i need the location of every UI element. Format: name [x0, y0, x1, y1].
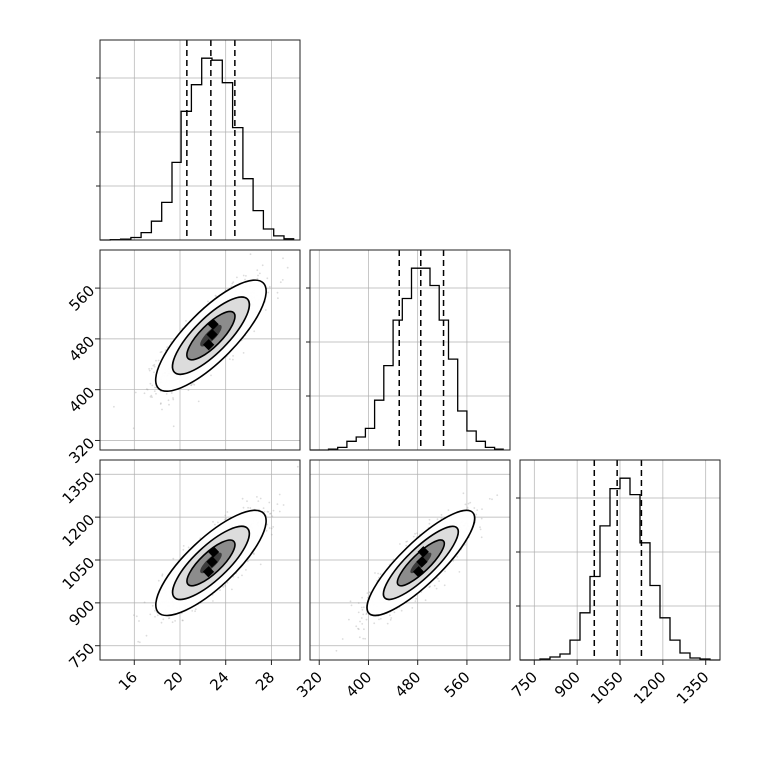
- histogram-step-2: [520, 477, 720, 661]
- y-tick-label: 750: [65, 639, 98, 672]
- y-tick-label: 1050: [59, 554, 99, 594]
- density-peak-cell: [412, 566, 425, 578]
- density-peak-cell: [203, 339, 215, 351]
- density-peak-cell: [417, 546, 429, 558]
- y-tick-label: 1350: [59, 468, 99, 508]
- x-tick-label: 560: [441, 668, 474, 701]
- x-tick-label: 400: [342, 668, 375, 701]
- y-tick-label: 560: [65, 282, 98, 315]
- y-tick-label: 320: [65, 434, 98, 467]
- x-tick-label: 1200: [630, 668, 670, 708]
- density-peak-cell: [206, 556, 218, 568]
- density-peak-cell: [206, 328, 218, 341]
- x-tick-label: 1350: [673, 668, 713, 708]
- scatter-frame-21: [309, 459, 511, 661]
- scatter-frame-10: [99, 249, 301, 451]
- density-peak-cell: [207, 546, 220, 558]
- hist-frame-0: [99, 39, 301, 241]
- x-tick-label: 320: [293, 668, 326, 701]
- y-tick-label: 900: [65, 596, 98, 629]
- x-tick-label: 20: [161, 668, 187, 694]
- x-tick-label: 480: [392, 668, 425, 701]
- x-tick-label: 900: [551, 668, 584, 701]
- hist-grid-0: [100, 40, 300, 240]
- x-tick-label: 28: [252, 668, 278, 694]
- scatter-panel-10: [113, 253, 289, 430]
- x-tick-label: 1050: [587, 668, 627, 708]
- x-tick-label: 750: [508, 668, 541, 701]
- histogram-step-0: [100, 57, 295, 241]
- y-tick-label: 400: [65, 383, 98, 416]
- density-peak-cell: [207, 318, 219, 330]
- density-peak-cell: [202, 566, 215, 578]
- hist-grid-1: [310, 250, 510, 450]
- y-tick-label: 480: [65, 333, 98, 366]
- histogram-step-1: [310, 267, 504, 451]
- scatter-panel-20: [133, 465, 299, 644]
- x-tick-label: 16: [115, 668, 141, 694]
- scatter-panel-21: [335, 492, 499, 652]
- hist-grid-2: [520, 460, 720, 660]
- y-tick-label: 1200: [59, 511, 99, 551]
- hist-frame-1: [309, 249, 511, 451]
- density-peak-cell: [416, 556, 428, 568]
- x-tick-label: 24: [206, 668, 232, 694]
